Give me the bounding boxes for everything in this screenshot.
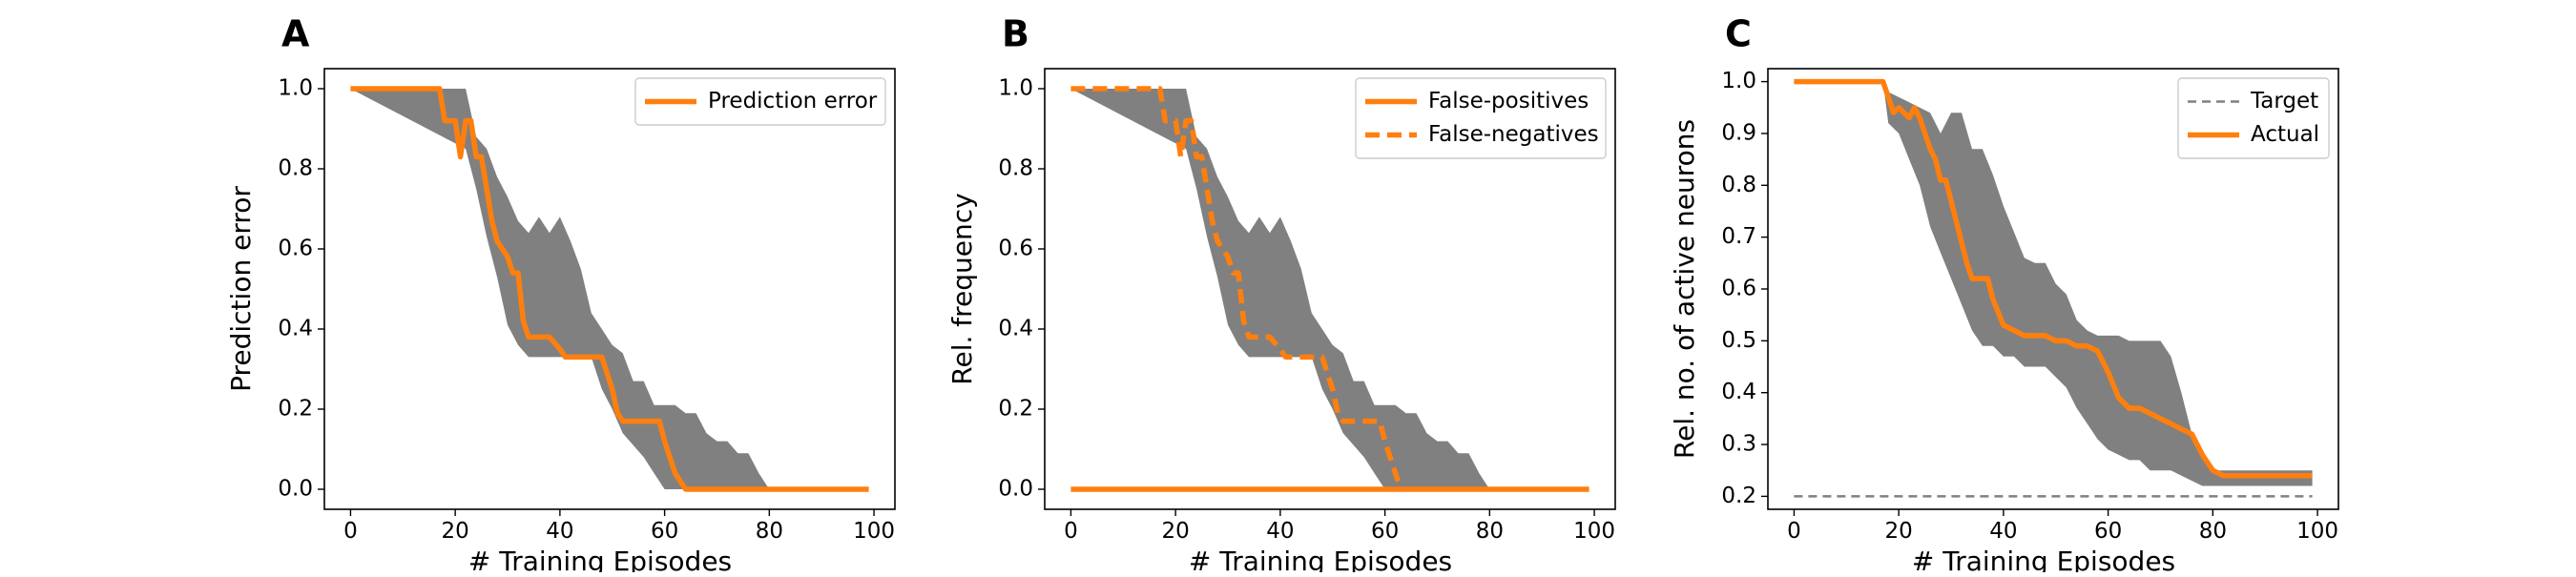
x-tick-label: 100 [2296,519,2338,544]
plot-area [350,86,869,492]
y-tick-label: 0.6 [278,237,313,261]
legend-box [634,77,886,126]
x-tick-label: 80 [1476,519,1504,544]
x-tick-label: 80 [756,519,783,544]
x-tick-label: 40 [1989,519,2017,544]
y-tick-label: 1.0 [998,76,1033,101]
legend: Target Actual [2177,77,2330,159]
series-line-prediction-error [350,86,869,492]
x-tick-label: 40 [1266,519,1294,544]
x-tick-label: 100 [1573,519,1615,544]
legend: Prediction error [634,77,886,126]
legend-label-target: Target [2250,89,2318,113]
series-line-false-negatives [1070,86,1403,490]
y-tick-label: 0.5 [1721,328,1756,353]
legend: False-positives False-negatives [1355,77,1607,159]
confidence-band [1070,89,1589,489]
plot-area [1070,86,1589,492]
legend-label-false-negatives: False-negatives [1428,122,1599,147]
x-tick-label: 40 [546,519,573,544]
panel-letter: A [281,13,310,55]
y-tick-label: 0.0 [998,477,1033,502]
x-tick-label: 0 [1064,519,1078,544]
y-axis-label: Prediction error [225,186,257,392]
y-tick-label: 0.8 [998,156,1033,181]
x-tick-label: 0 [1787,519,1801,544]
y-tick-label: 0.2 [998,397,1033,422]
legend-label-prediction-error: Prediction error [708,89,878,113]
y-tick-label: 0.8 [278,156,313,181]
x-tick-label: 20 [1885,519,1913,544]
y-tick-label: 0.4 [998,317,1033,341]
y-tick-label: 0.6 [1721,277,1756,301]
axes-frame [323,68,896,510]
y-tick-label: 0.9 [1721,120,1756,145]
y-axis-label: Rel. no. of active neurons [1669,119,1700,459]
y-tick-label: 0.7 [1721,224,1756,249]
axes-frame [1044,68,1616,510]
x-tick-label: 100 [853,519,895,544]
x-tick-label: 80 [2199,519,2227,544]
x-axis-label: # Training Episodes [1912,546,2175,572]
y-tick-label: 0.2 [278,397,313,422]
legend-box [2177,77,2330,159]
panel-b: B 0 20 40 60 80 100 0.0 0.2 0.4 0.6 0.8 1.0 # Trainin… [946,13,1616,577]
x-tick-label: 0 [343,519,358,544]
y-tick-label: 1.0 [1721,69,1756,93]
x-tick-label: 20 [442,519,469,544]
legend-label-actual: Actual [2251,122,2319,147]
y-tick-label: 0.3 [1721,432,1756,457]
confidence-band [350,89,869,489]
panel-c: C 0 20 40 60 80 100 0.2 0.3 0.4 0.5 0.6 0.7 0.8 0.9 1.0… [1669,13,2339,577]
y-tick-label: 0.0 [278,477,313,502]
x-axis-label: # Training Episodes [468,546,732,572]
confidence-band [1794,81,2313,486]
y-tick-label: 0.4 [1721,380,1756,404]
panel-letter: C [1725,13,1752,55]
y-tick-label: 0.6 [998,237,1033,261]
series-line-actual [1794,78,2313,479]
y-tick-label: 0.8 [1721,173,1756,197]
x-tick-label: 60 [2094,519,2122,544]
y-tick-label: 0.2 [1721,484,1756,508]
legend-label-false-positives: False-positives [1428,89,1589,113]
panel-a: A 0 20 40 60 80 100 0.0 0.2 0.4 0.6 0.8 1.0 # Trainin… [225,13,896,577]
plot-area [1794,78,2313,498]
y-tick-label: 0.4 [278,317,313,341]
x-tick-label: 20 [1162,519,1190,544]
panel-letter: B [1002,13,1029,55]
x-tick-label: 60 [1371,519,1399,544]
legend-box [1355,77,1607,159]
x-axis-label: # Training Episodes [1189,546,1452,572]
x-tick-label: 60 [651,519,678,544]
y-axis-label: Rel. frequency [946,193,978,384]
y-tick-label: 1.0 [278,76,313,101]
